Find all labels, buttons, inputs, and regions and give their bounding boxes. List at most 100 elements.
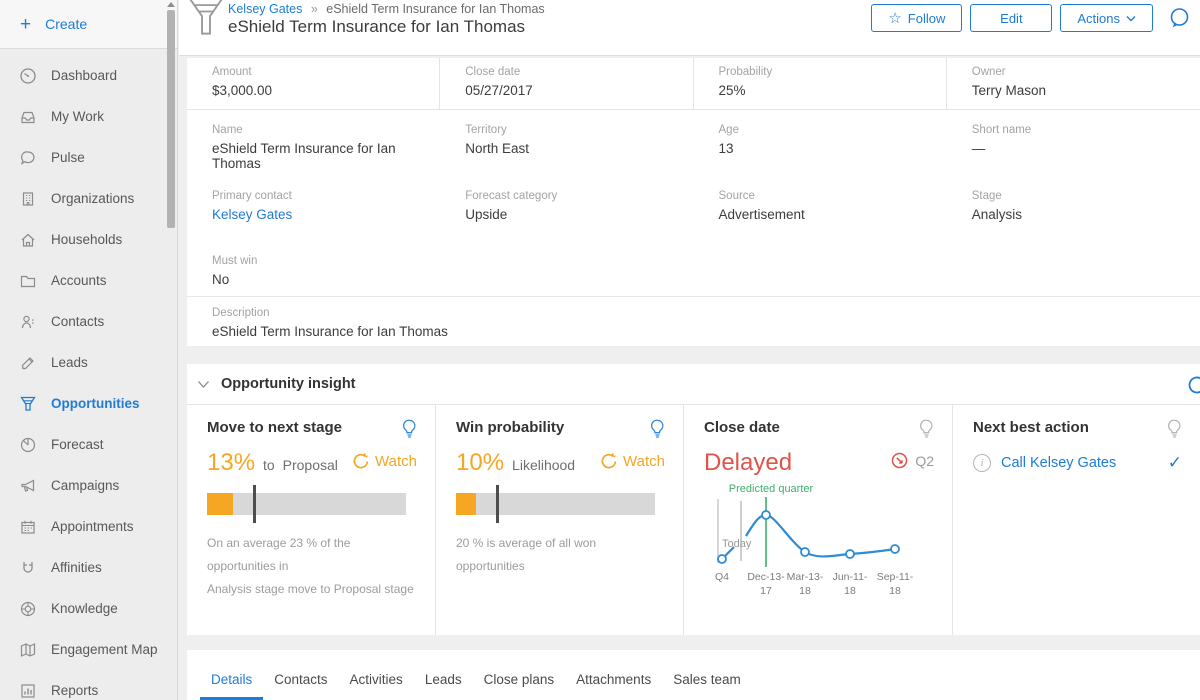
- refresh-icon[interactable]: [1185, 373, 1200, 402]
- sidebar-item-label: Organizations: [51, 191, 135, 206]
- lightbulb-icon[interactable]: [1167, 419, 1182, 440]
- main-content: Kelsey Gates » eShield Term Insurance fo…: [179, 0, 1200, 700]
- field-close-date: Close date 05/27/2017: [440, 58, 694, 109]
- accept-check-icon[interactable]: ✓: [1167, 453, 1182, 472]
- watch-link[interactable]: Watch: [352, 452, 417, 470]
- follow-button[interactable]: ☆ Follow: [871, 4, 963, 32]
- metric-connector: to: [263, 457, 275, 473]
- chat-bubble-icon[interactable]: [1166, 5, 1192, 31]
- breadcrumb-parent-link[interactable]: Kelsey Gates: [228, 2, 303, 16]
- tab-leads[interactable]: Leads: [424, 672, 462, 687]
- actions-label: Actions: [1077, 10, 1120, 26]
- target-stage: Proposal: [282, 457, 338, 473]
- sidebar-nav: Dashboard My Work Pulse Organizations Ho…: [0, 49, 177, 700]
- sidebar-item-forecast[interactable]: Forecast: [0, 424, 177, 465]
- summary-row: Amount $3,000.00 Close date 05/27/2017 P…: [187, 58, 1200, 110]
- field-value: 13: [718, 141, 734, 156]
- sidebar-item-accounts[interactable]: Accounts: [0, 260, 177, 301]
- header-actions: ☆ Follow Edit Actions: [863, 4, 1194, 32]
- scrollbar-thumb[interactable]: [167, 10, 175, 228]
- follow-label: Follow: [907, 10, 946, 26]
- inbox-icon: [21, 111, 35, 123]
- progress-fill: [207, 493, 233, 515]
- card-description: On an average 23 % of the opportunities …: [207, 532, 417, 600]
- description-line: Analysis stage move to Proposal stage: [207, 581, 414, 596]
- sidebar-item-households[interactable]: Households: [0, 219, 177, 260]
- person-icon: [21, 315, 34, 328]
- sidebar-item-appointments[interactable]: Appointments: [0, 506, 177, 547]
- x-axis-tick: 18: [799, 585, 811, 597]
- primary-contact-link[interactable]: Kelsey Gates: [212, 207, 293, 222]
- sidebar-scrollbar[interactable]: [167, 0, 175, 700]
- field-stage: Stage Analysis: [947, 180, 1200, 231]
- card-title: Win probability: [456, 419, 565, 436]
- lightbulb-icon[interactable]: [650, 419, 665, 440]
- card-title: Move to next stage: [207, 419, 343, 436]
- x-axis-tick: Dec-13-: [747, 571, 785, 583]
- sidebar-item-label: Households: [51, 232, 123, 247]
- sidebar-item-leads[interactable]: Leads: [0, 342, 177, 383]
- sidebar-item-organizations[interactable]: Organizations: [0, 178, 177, 219]
- sidebar-item-engagement-map[interactable]: Engagement Map: [0, 629, 177, 670]
- field-label: Primary contact: [212, 190, 292, 202]
- average-marker: [252, 485, 256, 523]
- create-label: Create: [45, 16, 88, 32]
- win-progress-bar: [456, 485, 655, 523]
- sidebar-item-label: Engagement Map: [51, 642, 158, 657]
- tab-attachments[interactable]: Attachments: [576, 672, 652, 687]
- field-amount: Amount $3,000.00: [187, 58, 441, 109]
- sidebar-item-reports[interactable]: Reports: [0, 670, 177, 700]
- sidebar-item-dashboard[interactable]: Dashboard: [0, 55, 177, 96]
- sidebar-item-label: Dashboard: [51, 68, 118, 83]
- field-value: Advertisement: [718, 207, 805, 222]
- field-label: Description: [212, 307, 270, 319]
- field-probability: Probability 25%: [694, 58, 947, 109]
- sidebar-item-campaigns[interactable]: Campaigns: [0, 465, 177, 506]
- stage-move-percent: 13%: [207, 449, 256, 476]
- watch-link[interactable]: Watch: [600, 452, 665, 470]
- lightbulb-icon[interactable]: [402, 419, 417, 440]
- field-label: Amount: [212, 66, 252, 78]
- sidebar-item-contacts[interactable]: Contacts: [0, 301, 177, 342]
- field-value: $3,000.00: [212, 83, 273, 98]
- field-label: Forecast category: [465, 190, 558, 202]
- field-territory: Territory North East: [440, 114, 693, 180]
- next-action-link[interactable]: Call Kelsey Gates: [1001, 455, 1117, 471]
- field-value: —: [971, 141, 986, 156]
- sidebar-item-label: Reports: [51, 683, 99, 698]
- field-label: Stage: [971, 190, 1002, 202]
- win-probability-card: Win probability 10% Likelihood Watch: [435, 405, 683, 635]
- edit-button[interactable]: Edit: [970, 4, 1053, 32]
- field-value: North East: [465, 141, 530, 156]
- chevron-down-icon: [1126, 15, 1136, 22]
- sidebar-item-affinities[interactable]: Affinities: [0, 547, 177, 588]
- field-label: Source: [718, 190, 755, 202]
- actions-button[interactable]: Actions: [1060, 4, 1153, 32]
- lightbulb-icon[interactable]: [919, 419, 934, 440]
- tab-sales-team[interactable]: Sales team: [673, 672, 741, 687]
- speech-bubble-icon: [20, 150, 35, 165]
- tab-activities[interactable]: Activities: [349, 672, 403, 687]
- tab-details[interactable]: Details: [200, 662, 264, 700]
- sidebar-item-opportunities[interactable]: Opportunities: [0, 383, 177, 424]
- sidebar-item-knowledge[interactable]: Knowledge: [0, 588, 177, 629]
- field-owner: Owner Terry Mason: [947, 58, 1200, 109]
- field-label: Age: [718, 124, 739, 136]
- info-icon[interactable]: i: [973, 454, 991, 472]
- field-short-name: Short name —: [947, 114, 1200, 180]
- funnel-icon: [20, 396, 36, 411]
- field-value: eShield Term Insurance for Ian Thomas: [212, 324, 448, 339]
- create-button[interactable]: + Create: [0, 0, 177, 49]
- x-axis-tick: Q4: [715, 571, 729, 583]
- sidebar-item-pulse[interactable]: Pulse: [0, 137, 177, 178]
- delayed-icon: [892, 452, 908, 469]
- collapse-chevron-icon[interactable]: [197, 380, 210, 389]
- tab-close-plans[interactable]: Close plans: [483, 672, 555, 687]
- x-axis-tick: Mar-13-: [787, 571, 824, 583]
- record-header: Kelsey Gates » eShield Term Insurance fo…: [179, 0, 1200, 56]
- tab-contacts[interactable]: Contacts: [274, 672, 328, 687]
- sidebar-item-my-work[interactable]: My Work: [0, 96, 177, 137]
- scroll-up-arrow-icon[interactable]: [167, 2, 175, 7]
- card-title: Close date: [704, 419, 780, 436]
- field-label: Probability: [718, 66, 773, 78]
